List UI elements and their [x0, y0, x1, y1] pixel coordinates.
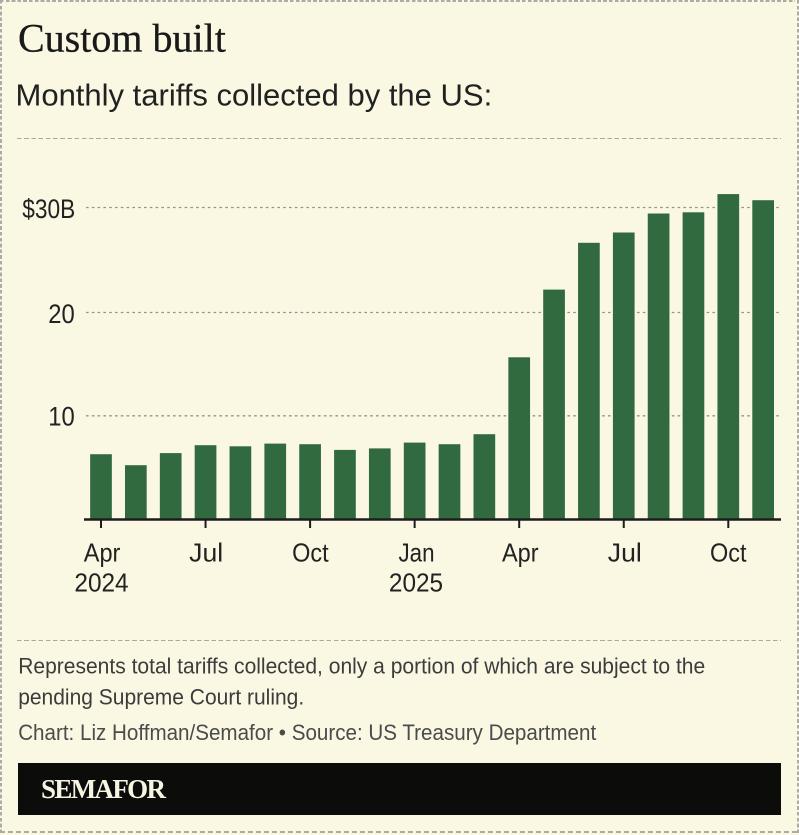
svg-text:Chart: Liz Hoffman/Semafor • S: Chart: Liz Hoffman/Semafor • Source: US …: [18, 720, 596, 745]
svg-text:2025: 2025: [389, 568, 443, 598]
svg-text:$30B: $30B: [22, 194, 75, 224]
svg-text:pending Supreme Court ruling.: pending Supreme Court ruling.: [18, 684, 304, 709]
svg-text:Oct: Oct: [292, 537, 329, 567]
svg-text:20: 20: [48, 299, 75, 329]
svg-text:Jul: Jul: [608, 537, 642, 567]
svg-text:Apr: Apr: [84, 537, 121, 567]
svg-text:2024: 2024: [74, 568, 128, 598]
svg-text:Monthly tariffs collected by t: Monthly tariffs collected by the US:: [16, 78, 493, 113]
svg-text:Custom built: Custom built: [18, 15, 226, 60]
svg-text:Jul: Jul: [189, 537, 223, 567]
svg-text:Represents total tariffs colle: Represents total tariffs collected, only…: [18, 653, 705, 678]
svg-text:Oct: Oct: [710, 537, 747, 567]
svg-text:Apr: Apr: [502, 537, 539, 567]
svg-text:10: 10: [48, 402, 75, 432]
svg-text:Jan: Jan: [399, 537, 435, 567]
svg-text:SEMAFOR: SEMAFOR: [41, 774, 167, 804]
